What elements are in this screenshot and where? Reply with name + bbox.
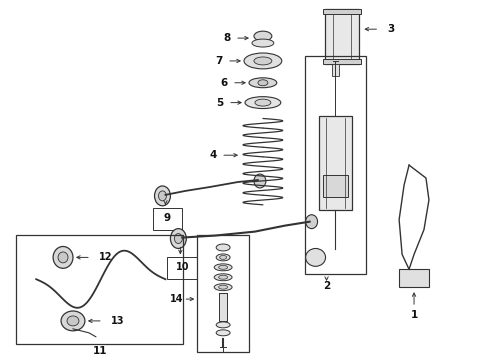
- Text: 8: 8: [223, 33, 231, 43]
- Ellipse shape: [216, 244, 230, 251]
- Ellipse shape: [219, 275, 227, 279]
- Bar: [324, 9, 359, 64]
- Bar: [318, 116, 352, 210]
- Bar: [322, 175, 348, 197]
- Text: 6: 6: [220, 78, 228, 88]
- Bar: [399, 269, 429, 287]
- Text: 2: 2: [323, 281, 330, 291]
- Ellipse shape: [171, 229, 186, 248]
- Ellipse shape: [254, 31, 272, 41]
- Ellipse shape: [244, 53, 282, 69]
- Ellipse shape: [216, 254, 230, 261]
- Bar: [332, 64, 340, 76]
- Ellipse shape: [214, 274, 232, 281]
- Ellipse shape: [249, 78, 277, 88]
- Text: 10: 10: [175, 262, 189, 272]
- Ellipse shape: [53, 247, 73, 268]
- Text: 1: 1: [411, 310, 417, 320]
- Ellipse shape: [216, 330, 230, 336]
- Bar: [16, 235, 183, 344]
- Ellipse shape: [258, 80, 268, 86]
- Bar: [305, 56, 367, 274]
- Text: 9: 9: [164, 213, 171, 223]
- Text: 7: 7: [216, 56, 223, 66]
- Bar: [322, 59, 361, 64]
- Ellipse shape: [245, 96, 281, 109]
- Ellipse shape: [58, 252, 68, 263]
- Ellipse shape: [220, 255, 226, 260]
- Ellipse shape: [219, 285, 227, 289]
- Ellipse shape: [255, 99, 271, 106]
- Bar: [219, 293, 227, 321]
- Bar: [197, 235, 249, 352]
- Text: 5: 5: [217, 98, 224, 108]
- Ellipse shape: [254, 174, 266, 188]
- Text: 11: 11: [93, 346, 107, 356]
- Ellipse shape: [306, 215, 318, 229]
- Text: 13: 13: [111, 316, 124, 326]
- Ellipse shape: [219, 265, 227, 269]
- Ellipse shape: [254, 57, 272, 65]
- Ellipse shape: [216, 322, 230, 328]
- Ellipse shape: [214, 264, 232, 271]
- Bar: [322, 9, 361, 14]
- Ellipse shape: [158, 191, 167, 201]
- Ellipse shape: [61, 311, 85, 331]
- Bar: [152, 208, 182, 230]
- Ellipse shape: [252, 39, 274, 47]
- Ellipse shape: [67, 316, 79, 326]
- Text: 4: 4: [210, 150, 217, 160]
- Text: 14: 14: [170, 294, 183, 304]
- Ellipse shape: [214, 284, 232, 291]
- Text: 3: 3: [387, 24, 394, 34]
- Text: 12: 12: [99, 252, 112, 262]
- Ellipse shape: [174, 234, 182, 243]
- Ellipse shape: [154, 186, 171, 206]
- Bar: [168, 257, 197, 279]
- Ellipse shape: [306, 248, 325, 266]
